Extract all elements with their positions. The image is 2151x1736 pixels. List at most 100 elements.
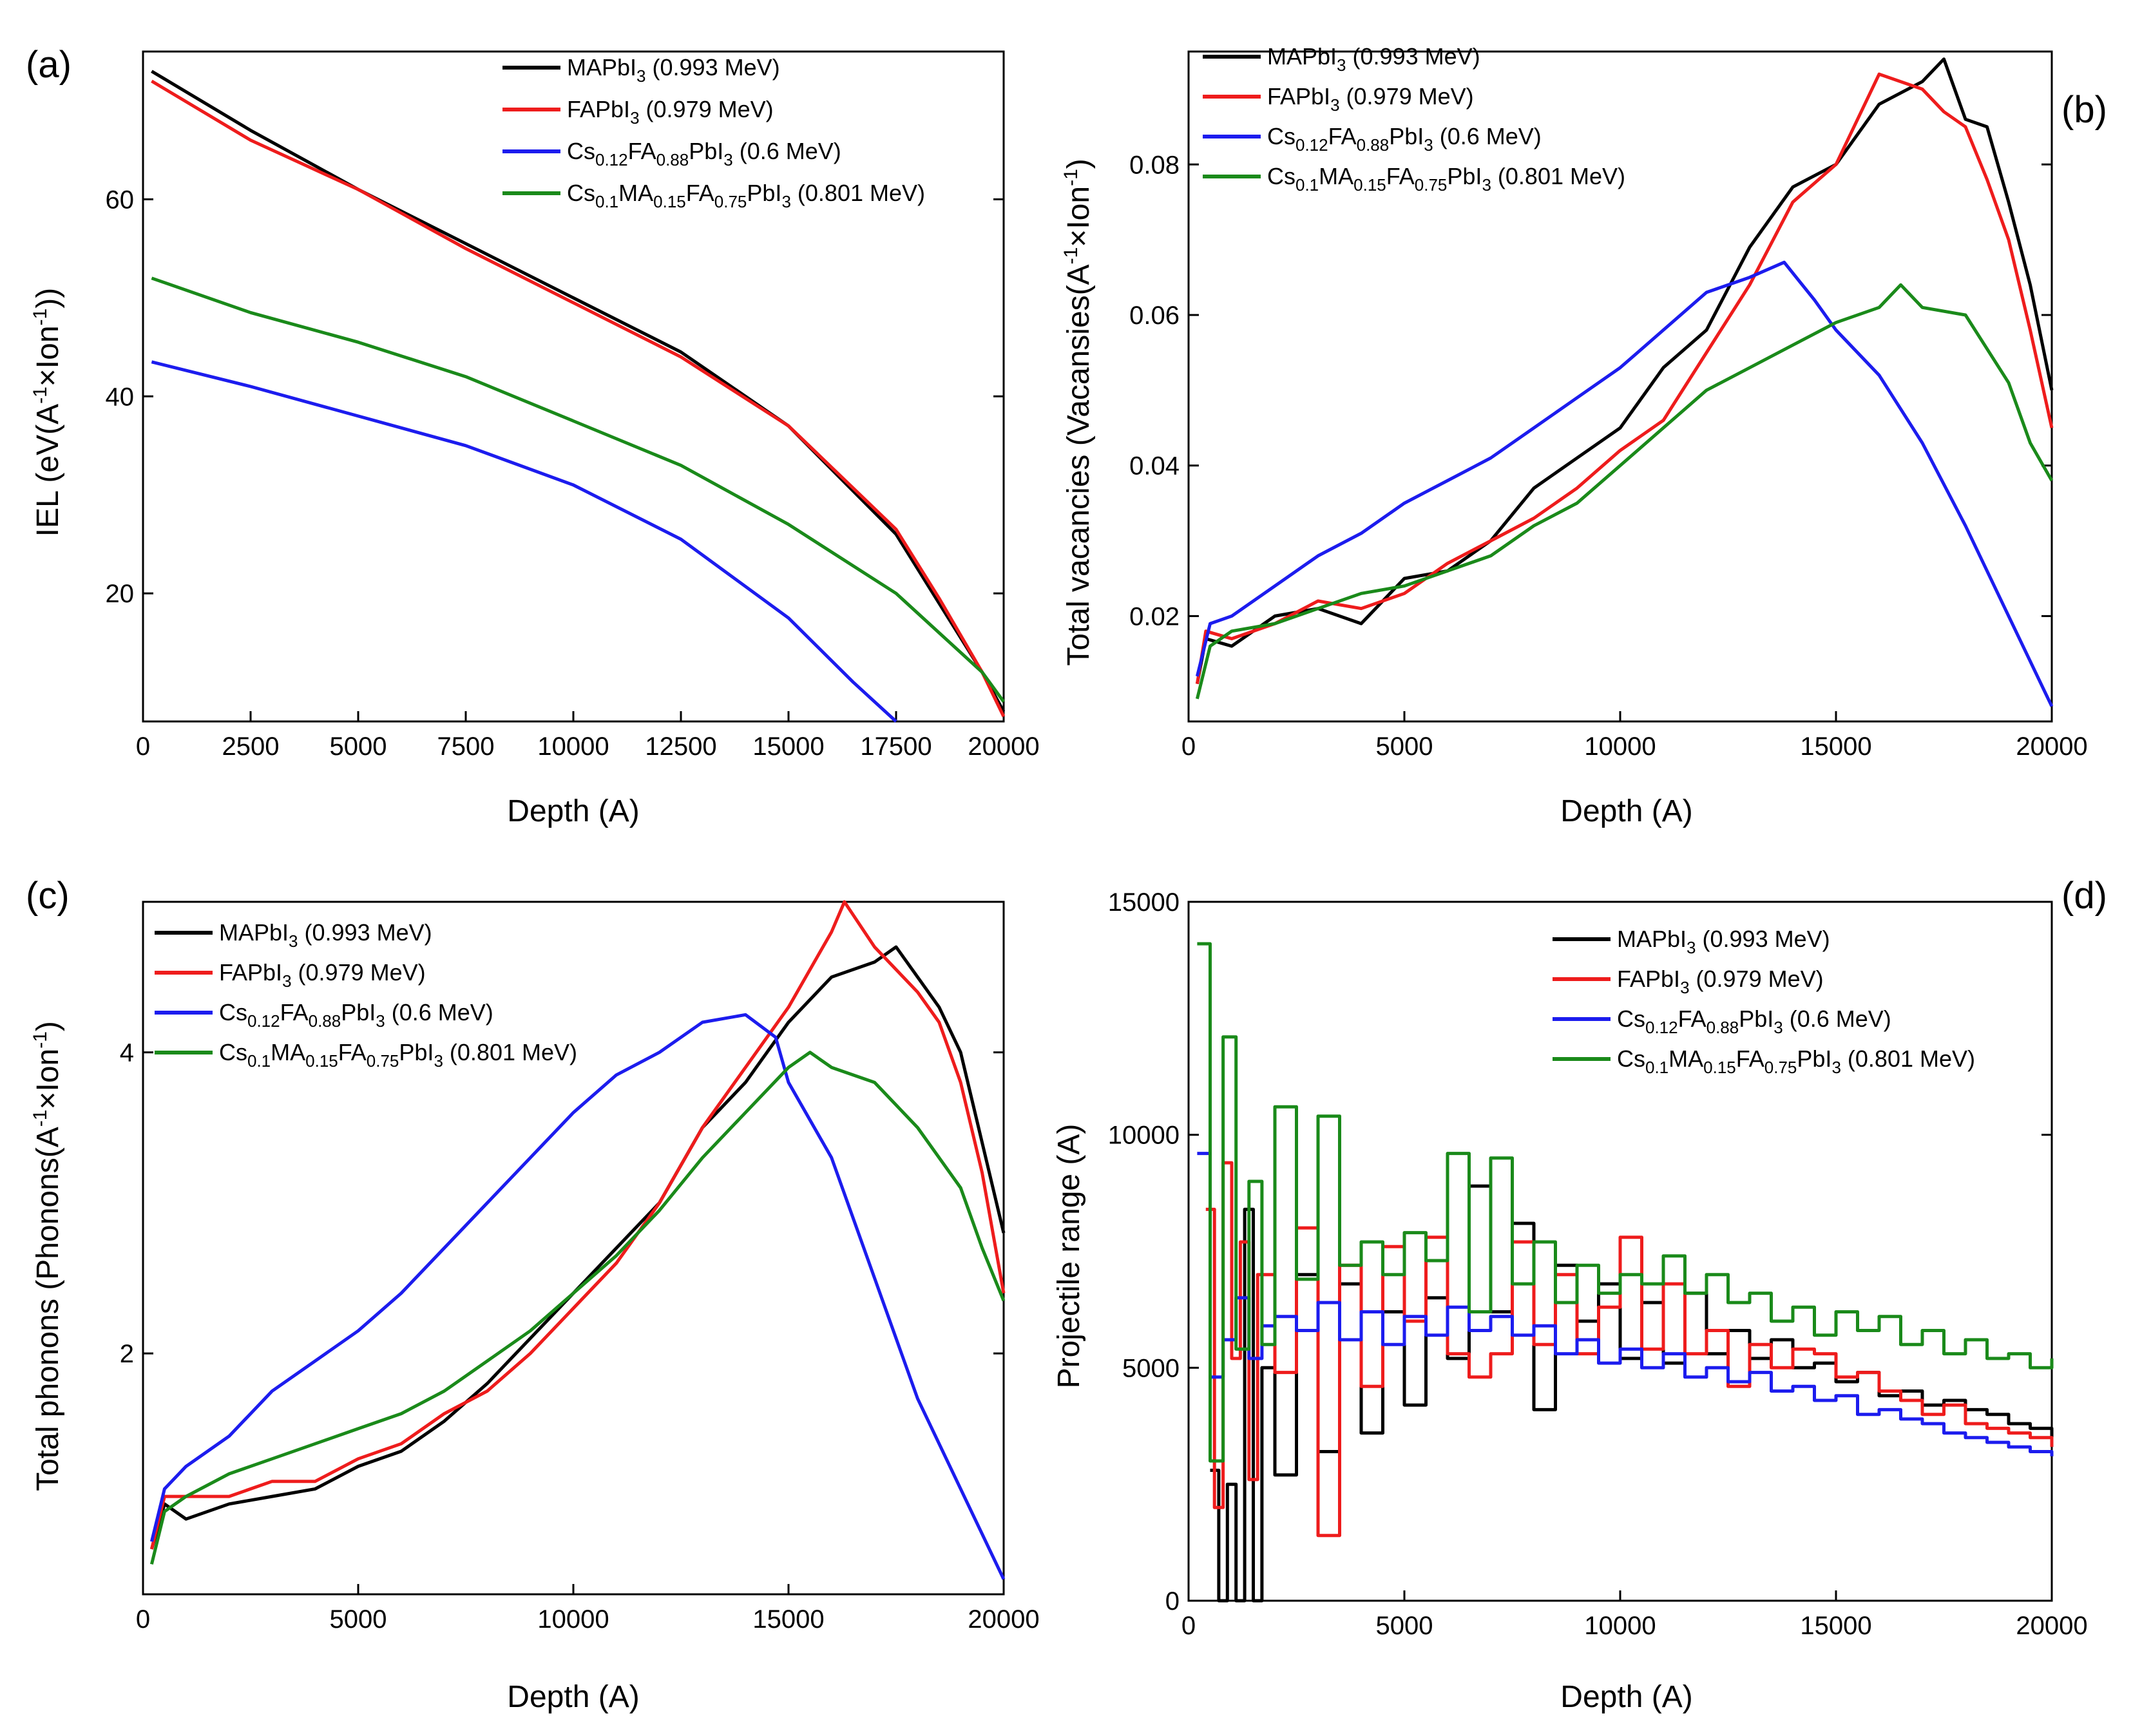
panel-d-legend-label-s0: MAPbI3 (0.993 MeV) xyxy=(1617,926,1830,957)
panel-a-x-tick-label: 15000 xyxy=(752,732,824,761)
panel-a-x-tick-label: 10000 xyxy=(537,732,609,761)
panel-a-x-tick-label: 7500 xyxy=(437,732,495,761)
panel-c-x-tick-label: 10000 xyxy=(537,1605,609,1634)
panel-b-y-title-mid: ×Ion xyxy=(1062,186,1096,247)
panel-c-label: (c) xyxy=(26,875,70,917)
panel-d-series-s3 xyxy=(1197,942,2054,1463)
panel-b-series-s1 xyxy=(1195,72,2054,685)
panel-d-y-tick-label: 0 xyxy=(1165,1587,1180,1616)
panel-b-legend-label-s3: Cs0.1MA0.15FA0.75PbI3 (0.801 MeV) xyxy=(1267,163,1625,195)
panel-c-y-title-pre: Total phonons (Phonons(A xyxy=(31,1127,65,1491)
panel-c-y-sup1: -1 xyxy=(30,1110,51,1127)
panel-c-y-title-mid: ×Ion xyxy=(31,1049,65,1110)
panel-d-x-tick-label: 5000 xyxy=(1376,1612,1433,1640)
panel-d-legend: MAPbI3 (0.993 MeV) FAPbI3 (0.979 MeV) Cs0.… xyxy=(1553,926,1975,1077)
panel-b-legend-label-s0: MAPbI3 (0.993 MeV) xyxy=(1267,43,1480,75)
panel-d-y-tick-label: 10000 xyxy=(1108,1121,1180,1150)
panel-d-y-title: Projectile range (A) xyxy=(1052,1124,1086,1389)
panel-d-legend-label-s1: FAPbI3 (0.979 MeV) xyxy=(1617,966,1824,997)
panel-a-legend: MAPbI3 (0.993 MeV) FAPbI3 (0.979 MeV) Cs0.… xyxy=(502,54,925,211)
panel-b-x-tick-label: 10000 xyxy=(1584,732,1656,761)
panel-b-y-title-pre: Total vacancies (Vacansies(A xyxy=(1062,264,1096,665)
panel-c-y-sup2: -1 xyxy=(30,1031,51,1049)
panel-a-series xyxy=(151,70,1006,723)
panel-a-x-tick-label: 2500 xyxy=(222,732,280,761)
panel-d-series-s0 xyxy=(1210,1184,2054,1603)
panel-a-y-title-mid: ×Ion xyxy=(31,325,65,386)
panel-c-x-tick-label: 20000 xyxy=(968,1605,1039,1634)
panel-a-y-tick-label: 40 xyxy=(106,383,135,411)
panel-d-x-tick-label: 10000 xyxy=(1584,1612,1656,1640)
panel-c: (c) Depth (A) Total phonons (Phonons(A-1… xyxy=(26,875,1040,1714)
panel-a-y-title-pre: IEL (eV(A xyxy=(31,404,65,537)
panel-a-y-title-post: )) xyxy=(31,288,65,309)
panel-b-x-tick-label: 15000 xyxy=(1800,732,1871,761)
panel-a-x-tick-label: 0 xyxy=(136,732,150,761)
panel-c-series-s0 xyxy=(149,945,1006,1550)
panel-a-x-tick-label: 5000 xyxy=(330,732,387,761)
panel-b-y-tick-label: 0.02 xyxy=(1129,602,1180,631)
panel-b-axes: 0 5000 10000 15000 20000 0.02 0.04 0.06 0.08 xyxy=(1129,50,2088,761)
panel-c-axes: 0 5000 10000 15000 20000 2 4 xyxy=(120,901,1040,1634)
panel-b-y-title: Total vacancies (Vacansies(A-1×Ion-1) xyxy=(1060,158,1096,666)
panel-b-y-tick-label: 0.06 xyxy=(1129,301,1180,330)
panel-a-y-title: IEL (eV(A-1×Ion-1)) xyxy=(30,288,65,537)
panel-a-x-title: Depth (A) xyxy=(507,794,639,828)
panel-a-label: (a) xyxy=(26,44,72,86)
panel-b-y-title-post: ) xyxy=(1062,158,1096,169)
panel-c-legend-label-s2: Cs0.12FA0.88PbI3 (0.6 MeV) xyxy=(219,999,493,1031)
panel-c-x-title: Depth (A) xyxy=(507,1680,639,1714)
panel-a-x-tick-label: 20000 xyxy=(968,732,1039,761)
panel-d-x-tick-label: 0 xyxy=(1181,1612,1196,1640)
panel-d: (d) Depth (A) Projectile range (A) 0 5000… xyxy=(1052,875,2107,1714)
panel-b-label: (b) xyxy=(2061,89,2107,131)
panel-c-legend-label-s1: FAPbI3 (0.979 MeV) xyxy=(219,959,426,991)
panel-c-x-tick-label: 15000 xyxy=(752,1605,824,1634)
panel-a-series-s3 xyxy=(151,276,1006,703)
panel-b-y-tick-label: 0.08 xyxy=(1129,151,1180,179)
panel-b-y-tick-label: 0.04 xyxy=(1129,452,1180,481)
panel-b: (b) Depth (A) Total vacancies (Vacansies… xyxy=(1060,43,2107,828)
panel-b-y-sup1: -1 xyxy=(1060,247,1082,265)
panel-c-y-tick-label: 2 xyxy=(120,1340,134,1368)
panel-d-series-s2 xyxy=(1197,1152,2054,1456)
panel-c-series-s2 xyxy=(149,1013,1006,1580)
panel-b-legend: MAPbI3 (0.993 MeV) FAPbI3 (0.979 MeV) Cs0.… xyxy=(1203,43,1625,195)
panel-a-series-s0 xyxy=(151,70,1006,712)
panel-a-legend-label-s0: MAPbI3 (0.993 MeV) xyxy=(567,54,780,86)
panel-c-y-title-post: ) xyxy=(31,1021,65,1031)
panel-c-series xyxy=(149,900,1006,1580)
panel-a-legend-label-s3: Cs0.1MA0.15FA0.75PbI3 (0.801 MeV) xyxy=(567,180,925,211)
panel-b-legend-label-s1: FAPbI3 (0.979 MeV) xyxy=(1267,83,1474,115)
panel-c-legend: MAPbI3 (0.993 MeV) FAPbI3 (0.979 MeV) Cs0.… xyxy=(155,919,577,1071)
panel-a-y-sup2: -1 xyxy=(30,309,51,326)
panel-c-x-tick-label: 5000 xyxy=(330,1605,387,1634)
panel-a: (a) Depth (A) IEL (eV(A-1×Ion-1)) 0 2500 5… xyxy=(26,44,1040,828)
panel-d-y-tick-label: 15000 xyxy=(1108,888,1180,917)
panel-b-series-s3 xyxy=(1195,283,2054,700)
panel-a-y-sup1: -1 xyxy=(30,386,51,404)
panel-c-legend-label-s0: MAPbI3 (0.993 MeV) xyxy=(219,919,432,951)
panel-b-x-title: Depth (A) xyxy=(1560,794,1692,828)
panel-d-label: (d) xyxy=(2061,875,2107,917)
panel-c-legend-label-s3: Cs0.1MA0.15FA0.75PbI3 (0.801 MeV) xyxy=(219,1039,577,1071)
panel-a-legend-label-s2: Cs0.12FA0.88PbI3 (0.6 MeV) xyxy=(567,138,841,169)
panel-b-y-sup2: -1 xyxy=(1060,169,1082,186)
panel-d-y-tick-label: 5000 xyxy=(1122,1354,1180,1382)
panel-d-x-tick-label: 15000 xyxy=(1800,1612,1871,1640)
panel-b-series xyxy=(1195,57,2054,707)
panel-d-legend-label-s3: Cs0.1MA0.15FA0.75PbI3 (0.801 MeV) xyxy=(1617,1045,1975,1077)
panel-c-frame xyxy=(142,901,1005,1596)
panel-c-y-title: Total phonons (Phonons(A-1×Ion-1) xyxy=(30,1021,65,1491)
panel-a-series-s2 xyxy=(151,360,897,723)
panel-c-x-tick-label: 0 xyxy=(136,1605,150,1634)
panel-a-series-s1 xyxy=(151,79,1006,718)
panel-c-y-tick-label: 4 xyxy=(120,1039,134,1067)
panel-c-series-s1 xyxy=(149,900,1006,1550)
panel-a-x-tick-label: 12500 xyxy=(645,732,716,761)
panel-c-series-s3 xyxy=(149,1051,1006,1565)
panel-b-x-tick-label: 20000 xyxy=(2016,732,2087,761)
panel-a-y-tick-label: 20 xyxy=(106,580,135,608)
panel-d-axes: 0 5000 10000 15000 20000 0 5000 10000 15000 xyxy=(1108,888,2088,1640)
